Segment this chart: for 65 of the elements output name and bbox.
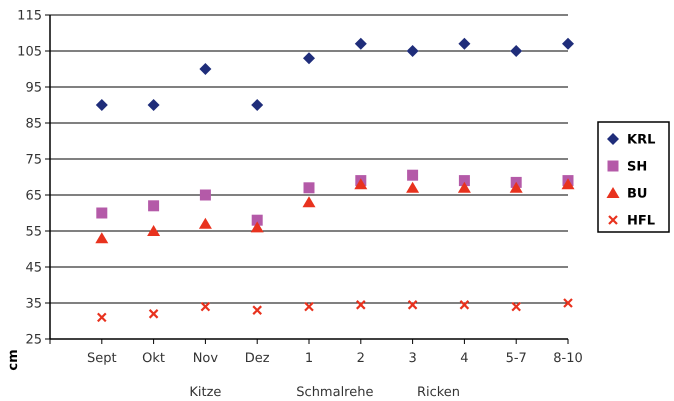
point	[200, 302, 210, 312]
legend-label: KRL	[627, 132, 656, 148]
point	[96, 208, 108, 218]
point	[200, 190, 211, 200]
point	[251, 99, 264, 111]
point	[148, 308, 159, 319]
point	[252, 305, 262, 316]
point	[510, 182, 523, 193]
text: Schmalrehe	[296, 385, 374, 400]
point	[407, 170, 418, 181]
y-tick-label: 25	[25, 332, 42, 348]
x-tick-label: 4	[460, 351, 469, 366]
y-tick-label: 55	[25, 224, 42, 240]
x-tick-label: 2	[356, 351, 365, 366]
point	[198, 218, 212, 229]
point	[199, 63, 212, 75]
x-tick-label: 8-10	[553, 351, 583, 366]
x-tick-label: Okt	[142, 351, 166, 366]
y-tick-label: 65	[25, 188, 42, 204]
point	[459, 300, 470, 310]
point	[458, 38, 470, 50]
y-tick-label: 105	[17, 44, 42, 60]
text: Ricken	[416, 385, 460, 400]
legend-label: HFL	[627, 214, 656, 229]
point	[304, 302, 314, 312]
point	[250, 221, 264, 232]
point	[95, 232, 108, 244]
point	[96, 99, 108, 111]
x-tick-label: Sept	[86, 351, 117, 366]
y-axis-title: cm	[6, 349, 21, 371]
y-tick-label: 35	[25, 296, 42, 312]
point	[302, 196, 316, 208]
x-tick-label: 1	[304, 351, 314, 366]
y-tick-label: 45	[25, 260, 42, 276]
point	[406, 182, 420, 193]
point	[458, 182, 471, 193]
y-tick-label: 85	[25, 116, 42, 132]
legend-label: SH	[627, 160, 648, 175]
point	[96, 312, 107, 322]
point	[147, 225, 160, 236]
y-tick-label: 75	[25, 152, 42, 168]
text: Kitze	[189, 385, 222, 400]
point	[148, 200, 160, 212]
point	[458, 175, 470, 186]
y-tick-label: 95	[25, 80, 42, 96]
point	[354, 178, 368, 190]
point	[148, 99, 160, 111]
point	[304, 182, 314, 194]
x-tick-label: 5-7	[506, 351, 527, 366]
point	[510, 45, 522, 57]
y-tick-label: 115	[17, 8, 42, 24]
point	[562, 298, 574, 308]
point	[356, 300, 366, 310]
point	[408, 300, 418, 310]
point	[406, 45, 419, 57]
x-tick-label: Dez	[244, 351, 270, 366]
x-tick-label: 3	[408, 351, 417, 366]
legend-label: BU	[627, 186, 648, 202]
x-tick-label: Nov	[192, 351, 218, 366]
point	[252, 214, 263, 226]
point	[511, 302, 522, 312]
point	[354, 38, 367, 50]
point	[562, 178, 574, 190]
point	[303, 52, 315, 64]
point	[562, 38, 574, 50]
